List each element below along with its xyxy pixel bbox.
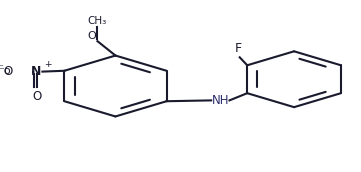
Text: N: N bbox=[31, 65, 42, 78]
Text: CH₃: CH₃ bbox=[88, 16, 107, 26]
Text: O: O bbox=[32, 90, 41, 103]
Text: NH: NH bbox=[212, 94, 229, 107]
Text: F: F bbox=[235, 42, 242, 55]
Text: O: O bbox=[87, 31, 96, 41]
Text: O: O bbox=[3, 65, 13, 78]
Text: +: + bbox=[44, 60, 51, 69]
Text: ⁻: ⁻ bbox=[0, 64, 3, 74]
Text: ⁻o: ⁻o bbox=[0, 66, 11, 76]
